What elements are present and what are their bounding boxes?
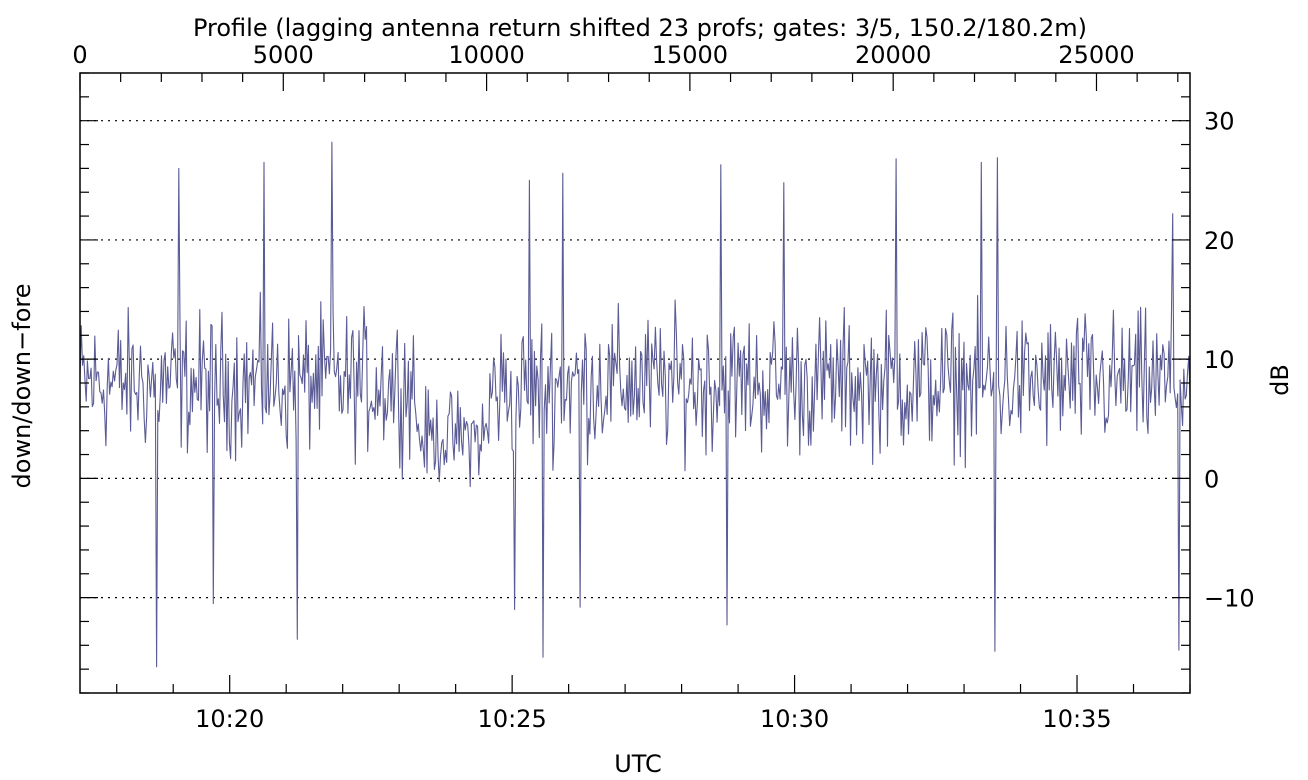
y-tick-label: 20 [1204,227,1235,255]
x-tick-label: 10:30 [760,705,829,733]
y-tick-label: 10 [1204,346,1235,374]
series-layer [79,141,1191,668]
y-tick-label: 0 [1204,465,1219,493]
y-axis-title-right: dB [1266,364,1294,396]
chart-title: Profile (lagging antenna return shifted … [193,14,1087,42]
top-tick-label: 10000 [448,41,524,69]
x-tick-label: 10:25 [478,705,547,733]
y-tick-label: 30 [1204,108,1235,136]
top-tick-label: 5000 [253,41,314,69]
x-axis-title: UTC [614,750,662,778]
x-tick-label: 10:20 [195,705,264,733]
tick-layer [79,72,1191,694]
top-tick-label: 0 [72,41,87,69]
x-tick-label: 10:35 [1042,705,1111,733]
y-axis-title-left: down/down−fore [8,284,36,489]
label-layer: −10 0 10 20 30 10:20 10:25 10:30 10:35 0 5000 10000… [72,41,1254,733]
top-tick-label: 25000 [1058,41,1134,69]
top-tick-label: 20000 [855,41,931,69]
series-line [79,141,1191,668]
y-tick-label: −10 [1204,585,1255,613]
top-tick-label: 15000 [652,41,728,69]
